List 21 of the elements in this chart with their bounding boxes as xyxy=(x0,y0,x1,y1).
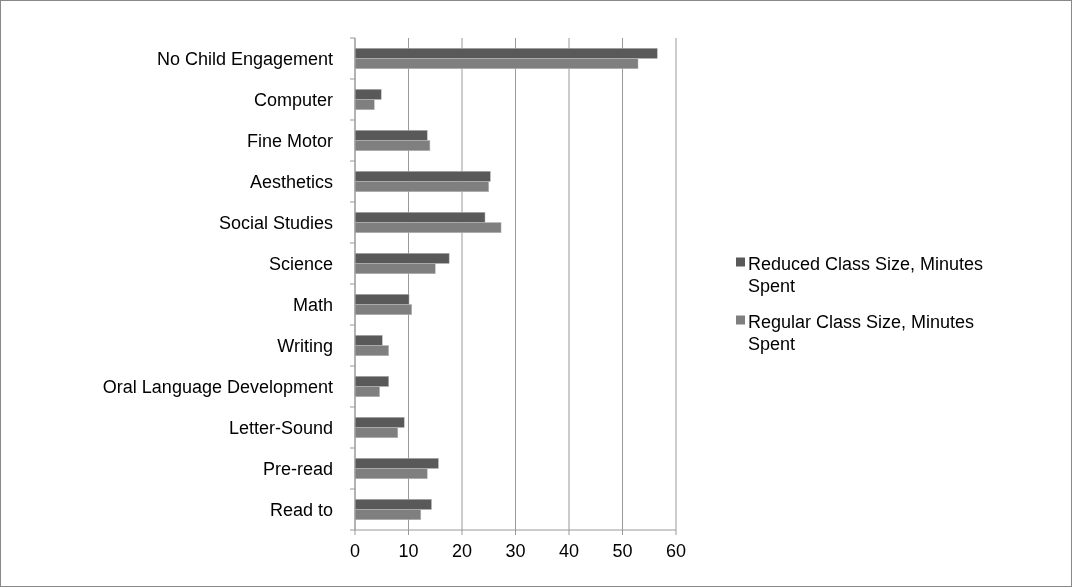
x-tick-label: 10 xyxy=(398,541,419,561)
y-tick-label: Pre-read xyxy=(262,458,333,479)
y-tick-label: Letter-Sound xyxy=(228,417,333,438)
y-tick-label: Social Studies xyxy=(218,212,333,233)
legend-label: Regular Class Size, Minutes Spent xyxy=(748,311,975,354)
y-tick-label: Fine Motor xyxy=(246,130,333,151)
x-tick-label: 30 xyxy=(505,541,526,561)
x-tick-label: 50 xyxy=(612,541,633,561)
y-tick-label: Computer xyxy=(253,89,334,110)
x-tick-label: 0 xyxy=(349,541,361,561)
x-tick-label: 60 xyxy=(665,541,687,561)
legend-label: Reduced Class Size, Minutes Spent xyxy=(748,253,984,296)
y-tick-label: Science xyxy=(268,253,333,274)
x-tick-label: 20 xyxy=(451,541,473,561)
y-tick-label: Aesthetics xyxy=(249,171,333,192)
y-tick-label: Writing xyxy=(277,335,333,356)
y-tick-label: Read to xyxy=(269,499,333,520)
y-tick-label: No Child Engagement xyxy=(156,48,333,69)
x-tick-label: 40 xyxy=(558,541,580,561)
y-tick-label: Oral Language Development xyxy=(102,376,333,397)
y-tick-label: Math xyxy=(292,294,333,315)
